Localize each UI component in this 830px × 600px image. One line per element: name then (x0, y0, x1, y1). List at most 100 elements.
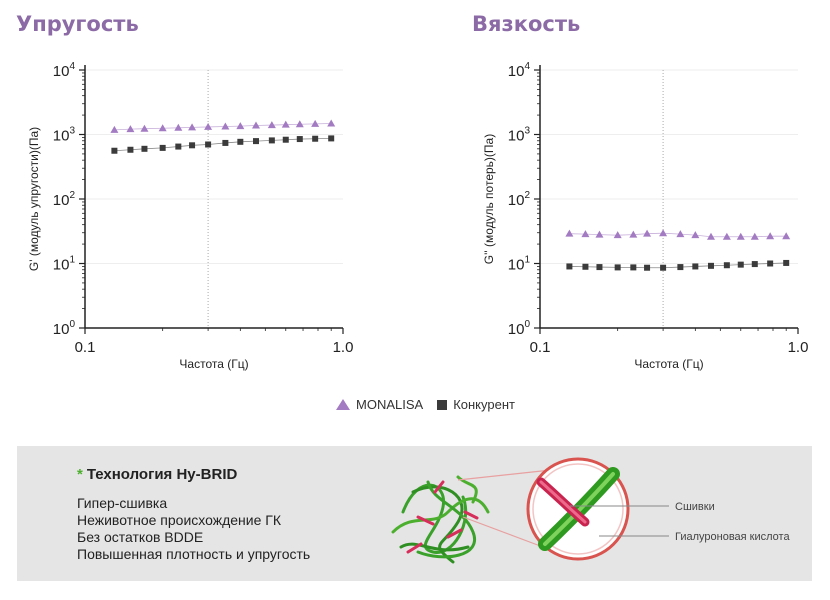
feature-line: Повышенная плотность и упругость (77, 546, 311, 562)
data-point-competitor (596, 264, 603, 271)
data-point-monalisa (236, 122, 245, 130)
data-point-monalisa (691, 231, 700, 239)
data-point-monalisa (251, 121, 260, 129)
feature-line: Неживотное происхождение ГК (77, 512, 282, 528)
y-tick-label: 102 (508, 190, 531, 209)
data-point-monalisa (595, 230, 604, 238)
y-tick-label: 104 (508, 61, 531, 80)
data-point-competitor (159, 144, 166, 151)
legend-item-competitor: Конкурент (437, 397, 515, 412)
data-point-competitor (127, 146, 134, 153)
data-point-monalisa (110, 125, 119, 133)
data-point-competitor (282, 136, 289, 143)
y-axis-label: G'' (модуль потерь)(Па) (482, 134, 496, 264)
y-tick-label: 100 (53, 319, 76, 338)
data-point-monalisa (581, 230, 590, 238)
x-tick-label: 0.1 (530, 339, 551, 356)
data-point-monalisa (140, 124, 149, 132)
chart-title-viscosity: Вязкость (472, 12, 581, 36)
legend-label-monalisa: MONALISA (356, 397, 424, 412)
data-point-competitor (660, 264, 667, 271)
chart-elasticity: 100 101 102 103 104 0.1 1.0 Частота (Гц) G' (мод… (27, 61, 354, 371)
data-point-competitor (723, 262, 730, 269)
data-point-competitor (252, 138, 259, 145)
data-point-competitor (783, 259, 790, 266)
data-point-competitor (328, 135, 335, 142)
hybrid-fiber-illustration: Сшивки Гиалуроновая кислота (391, 457, 790, 564)
data-point-monalisa (204, 122, 213, 130)
data-point-competitor (707, 262, 714, 269)
data-point-competitor (268, 137, 275, 144)
y-tick-label: 102 (53, 190, 76, 209)
data-point-monalisa (565, 229, 574, 237)
data-point-competitor (566, 263, 573, 270)
data-point-monalisa (158, 124, 167, 132)
chart-title-elasticity: Упругость (16, 12, 139, 36)
data-point-competitor (205, 141, 212, 148)
data-point-competitor (222, 139, 229, 146)
data-point-monalisa (782, 232, 791, 240)
technology-title: * Технология Hy-BRID (77, 466, 310, 483)
data-point-competitor (189, 142, 196, 149)
data-point-competitor (237, 138, 244, 145)
x-tick-label: 1.0 (788, 339, 809, 356)
data-point-competitor (767, 260, 774, 267)
callout-hyaluronic-acid: Гиалуроновая кислота (675, 531, 790, 543)
callout-crosslinks: Сшивки (675, 501, 715, 513)
data-point-competitor (614, 264, 621, 271)
data-point-competitor (677, 264, 684, 271)
data-point-competitor (175, 143, 182, 150)
data-point-monalisa (311, 119, 320, 127)
triangle-marker-icon (336, 399, 350, 410)
chart-viscosity: 100 101 102 103 104 0.1 1.0 Частота (Гц) G'' (мо… (482, 61, 809, 371)
x-axis-label: Частота (Гц) (179, 357, 248, 371)
data-point-monalisa (327, 119, 336, 127)
data-point-competitor (644, 264, 651, 271)
data-point-monalisa (613, 231, 622, 239)
data-point-monalisa (750, 232, 759, 240)
data-point-monalisa (722, 232, 731, 240)
data-point-monalisa (295, 120, 304, 128)
data-point-competitor (582, 263, 589, 270)
square-marker-icon (437, 399, 448, 410)
data-point-monalisa (766, 232, 775, 240)
data-point-competitor (630, 264, 637, 271)
y-tick-label: 104 (53, 61, 76, 80)
data-point-competitor (141, 145, 148, 152)
data-point-monalisa (126, 125, 135, 133)
x-tick-label: 1.0 (333, 339, 354, 356)
data-point-monalisa (281, 120, 290, 128)
zoom-circle-icon (526, 457, 630, 561)
data-point-monalisa (174, 123, 183, 131)
data-point-monalisa (706, 232, 715, 240)
data-point-competitor (737, 261, 744, 268)
data-point-monalisa (643, 229, 652, 237)
legend: MONALISA Конкурент (336, 397, 523, 412)
legend-item-monalisa: MONALISA (336, 397, 423, 412)
data-point-monalisa (659, 229, 668, 237)
data-point-competitor (312, 135, 319, 142)
y-tick-label: 103 (508, 126, 531, 145)
data-point-monalisa (736, 232, 745, 240)
data-point-monalisa (221, 122, 230, 130)
data-point-monalisa (188, 123, 197, 131)
data-point-monalisa (676, 230, 685, 238)
data-point-competitor (296, 136, 303, 143)
x-tick-label: 0.1 (75, 339, 96, 356)
y-tick-label: 103 (53, 126, 76, 145)
y-tick-label: 101 (53, 255, 76, 274)
y-axis-label: G' (модуль упругости)(Па) (27, 127, 41, 271)
data-point-competitor (692, 263, 699, 270)
feature-line: Гипер-сшивка (77, 495, 168, 511)
star-marker: * (77, 466, 83, 483)
technology-title-text: Технология Hy-BRID (86, 466, 238, 483)
tangled-fibers-icon (391, 475, 490, 564)
data-point-monalisa (629, 230, 638, 238)
feature-line: Без остатков BDDE (77, 529, 204, 545)
x-axis-label: Частота (Гц) (634, 357, 703, 371)
y-tick-label: 100 (508, 319, 531, 338)
technology-panel: * Технология Hy-BRID Гипер-сшивка Неживот… (17, 446, 812, 581)
data-point-monalisa (267, 121, 276, 129)
data-point-competitor (751, 261, 758, 268)
legend-label-competitor: Конкурент (453, 397, 515, 412)
